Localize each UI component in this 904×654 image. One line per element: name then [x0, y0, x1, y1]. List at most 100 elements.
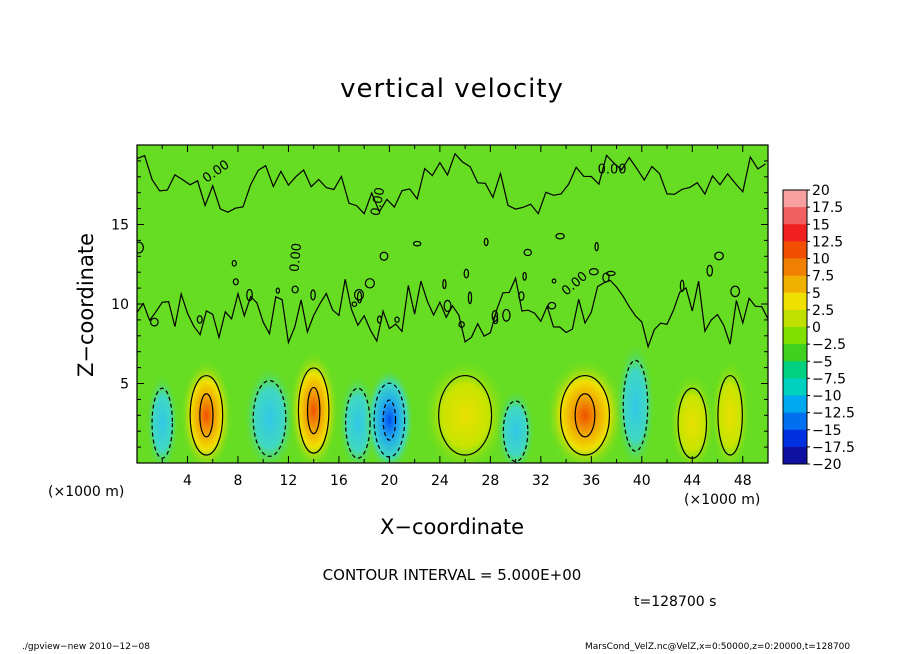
- colorbar-swatch: [783, 395, 807, 414]
- contour-line: [547, 301, 557, 310]
- contour-line: [493, 315, 499, 325]
- contour-line: [717, 374, 743, 456]
- contour-line: [246, 288, 253, 302]
- contour-line: [518, 291, 525, 301]
- contour-line: [588, 268, 599, 276]
- colorbar-label: −12.5: [812, 406, 855, 422]
- contour-line: [137, 276, 768, 349]
- colorbar-swatch: [783, 446, 807, 465]
- contour-line: [394, 316, 400, 323]
- contour-label: 0.00: [288, 242, 305, 272]
- contour-label: 0.00: [368, 186, 388, 217]
- contour-line: [356, 290, 363, 304]
- colorbar-label: 12.5: [812, 234, 843, 250]
- colorbar-swatch: [783, 258, 807, 277]
- colorbar-swatch: [783, 190, 807, 208]
- colorbar-label: −7.5: [812, 371, 846, 387]
- colorbar-label: 17.5: [812, 200, 843, 216]
- y-axis-label: Z−coordinate: [74, 233, 98, 377]
- contour-line: [502, 400, 529, 463]
- contour-line: [555, 232, 565, 240]
- contour-line: [364, 278, 375, 289]
- y-tick-label: 10: [111, 297, 129, 313]
- colorbar-label: 10: [812, 252, 830, 268]
- colorbar-swatch: [783, 378, 807, 396]
- chart-title: vertical velocity: [340, 74, 564, 104]
- contour-line: [491, 310, 499, 322]
- contour-line: [714, 251, 724, 261]
- x-unit-label-left: (×1000 m): [48, 484, 125, 500]
- contour-line: [622, 359, 649, 452]
- contour-line: [574, 393, 596, 438]
- x-tick-label: 28: [481, 473, 499, 489]
- contour-line: [443, 299, 452, 313]
- contour-line: [199, 393, 214, 438]
- contour-line: [137, 241, 144, 254]
- contour-line: [150, 317, 159, 327]
- x-tick-label: 8: [233, 473, 242, 489]
- heatmap-cell: [243, 364, 296, 463]
- colorbar-swatch: [783, 224, 807, 242]
- contour-line: [467, 291, 473, 305]
- contour-line: [679, 279, 685, 292]
- contour-line: [412, 240, 422, 247]
- contour-line: [196, 315, 203, 324]
- contour-line: [231, 259, 237, 267]
- colorbar-label: −2.5: [812, 337, 846, 353]
- contour-line: [376, 315, 382, 324]
- colorbar-label: 2.5: [812, 303, 834, 319]
- colorbar-label: 15: [812, 217, 830, 233]
- contour-line: [379, 251, 389, 261]
- heatmap-cell: [364, 367, 415, 463]
- x-tick-label: 36: [582, 473, 600, 489]
- heatmap-cell: [545, 358, 625, 463]
- colorbar-swatch: [783, 241, 807, 259]
- colorbar-label: −10: [812, 389, 842, 405]
- contour-line: [252, 380, 287, 457]
- colorbar-swatch: [783, 429, 807, 448]
- x-tick-label: 40: [633, 473, 651, 489]
- colorbar-label: 0: [812, 320, 821, 336]
- colorbar-label: −5: [812, 354, 833, 370]
- contour-line: [345, 387, 371, 459]
- colorbar-swatch: [783, 275, 807, 294]
- contour-lines: [137, 152, 768, 463]
- contour-interval: CONTOUR INTERVAL = 5.000E+00: [322, 566, 582, 584]
- x-tick-label: 44: [683, 473, 701, 489]
- contour-line: [602, 272, 610, 283]
- x-tick-label: 32: [532, 473, 550, 489]
- contour-line: [189, 374, 224, 456]
- heatmap-cell: [669, 373, 716, 463]
- colorbar-label: −20: [812, 457, 842, 473]
- colorbar-label: −15: [812, 423, 842, 439]
- contour-line: [458, 321, 465, 328]
- contour-line: [151, 387, 174, 459]
- contour-line: [502, 308, 511, 322]
- x-tick-label: 4: [183, 473, 192, 489]
- contour-line: [306, 386, 321, 435]
- contour-line: [382, 399, 397, 441]
- colorbar-swatch: [783, 361, 807, 379]
- x-tick-label: 24: [431, 473, 449, 489]
- contour-line: [483, 237, 489, 247]
- footer-right: MarsCond_VelZ.nc@VelZ,x=0:50000,z=0:2000…: [585, 642, 851, 652]
- colorbar-swatch: [783, 412, 807, 431]
- contour-line: [606, 270, 616, 277]
- heatmap-cell: [495, 387, 536, 463]
- contour-label: 0.00: [598, 163, 627, 178]
- heatmap-cell: [422, 358, 508, 463]
- colorbar-swatch: [783, 309, 807, 328]
- colorbar-swatch: [783, 207, 807, 225]
- colorbar-swatch: [783, 344, 807, 362]
- contour-line: [310, 289, 316, 301]
- x-tick-label: 20: [380, 473, 398, 489]
- contour-labels: 0.000.000.000.000.00: [200, 158, 626, 300]
- x-axis-label: X−coordinate: [380, 515, 524, 539]
- contour-line: [442, 279, 447, 290]
- colorbar-label: 20: [812, 183, 830, 199]
- x-unit-label-right: (×1000 m): [684, 492, 761, 508]
- contour-line: [551, 278, 557, 284]
- colorbar-label: 7.5: [812, 269, 834, 285]
